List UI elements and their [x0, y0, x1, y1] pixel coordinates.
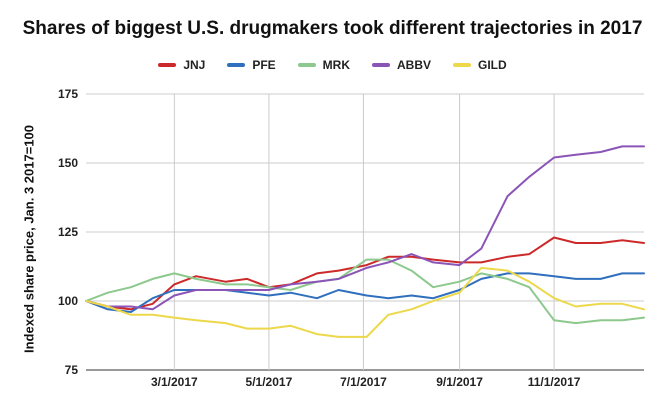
series-line-abbv: [85, 145, 645, 311]
legend-label: JNJ: [183, 58, 206, 72]
y-tick-label: 175: [58, 87, 78, 101]
x-tick-label: 7/1/2017: [340, 375, 387, 389]
legend-item-mrk: MRK: [297, 58, 350, 72]
legend-swatch: [227, 63, 246, 67]
series-line-jnj: [85, 236, 645, 311]
legend-swatch: [297, 63, 316, 67]
y-tick-label: 75: [65, 363, 79, 377]
legend-item-abbv: ABBV: [372, 58, 431, 72]
legend-swatch: [372, 63, 390, 67]
series-line-mrk: [85, 258, 645, 325]
y-tick-label: 125: [58, 225, 78, 239]
x-tick-label: 11/1/2017: [528, 375, 581, 389]
legend-swatch: [158, 63, 177, 67]
legend-label: GILD: [478, 58, 507, 72]
legend-item-pfe: PFE: [227, 58, 276, 72]
x-tick-label: 3/1/2017: [151, 375, 198, 389]
y-tick-label: 150: [58, 156, 78, 170]
x-tick-label: 5/1/2017: [246, 375, 293, 389]
legend-item-jnj: JNJ: [158, 58, 205, 72]
series-line-gild: [85, 266, 645, 338]
chart-title: Shares of biggest U.S. drugmakers took d…: [22, 18, 643, 39]
legend-item-gild: GILD: [453, 58, 507, 72]
y-tick-label: 100: [58, 294, 78, 308]
legend: JNJ PFE MRK ABBV GILD: [0, 58, 665, 72]
legend-label: PFE: [252, 58, 276, 72]
x-tick-label: 9/1/2017: [436, 375, 483, 389]
legend-swatch: [453, 63, 472, 67]
series-line-pfe: [85, 272, 645, 313]
legend-label: MRK: [322, 58, 350, 72]
legend-label: ABBV: [397, 58, 432, 72]
